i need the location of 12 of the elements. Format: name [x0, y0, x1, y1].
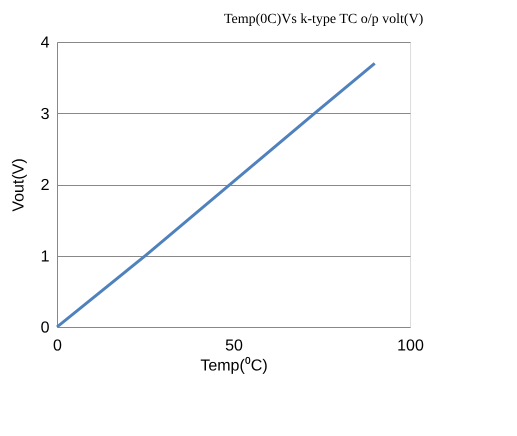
x-tick-label: 50	[225, 338, 243, 354]
y-tick-label: 0	[40, 320, 50, 336]
y-tick-label: 1	[40, 248, 50, 266]
chart-title: Temp(0C)Vs k-type TC o/p volt(V)	[224, 12, 424, 27]
y-axis-title: Vout(V)	[10, 158, 28, 212]
y-tick-label: 3	[40, 106, 50, 123]
x-axis-title: Temp(⁰C)	[200, 356, 268, 374]
x-tick-label: 100	[397, 338, 424, 354]
y-tick-label: 4	[40, 34, 50, 52]
line-series	[56, 62, 376, 328]
x-tick-label: 0	[53, 338, 62, 354]
y-tick-label: 2	[40, 177, 50, 194]
